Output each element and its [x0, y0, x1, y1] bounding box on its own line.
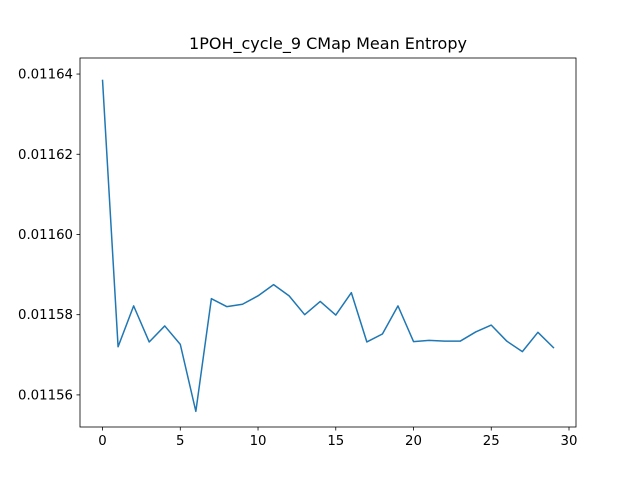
y-tick-label: 0.01156 [18, 388, 73, 403]
x-axis-ticks: 0 5 10 15 20 25 30 [98, 427, 577, 449]
series-line [101, 79, 555, 413]
chart-title: 1POH_cycle_9 CMap Mean Entropy [189, 34, 467, 54]
y-axis-ticks: 0.01156 0.01158 0.01160 0.01162 0.01164 [18, 68, 80, 403]
x-tick-label: 10 [250, 434, 267, 449]
y-tick-label: 0.01158 [18, 308, 73, 323]
plot-content [101, 79, 555, 413]
x-tick-label: 30 [561, 434, 578, 449]
plot-frame [79, 57, 577, 428]
x-tick-label: 15 [327, 434, 344, 449]
x-tick-label: 5 [176, 434, 184, 449]
y-tick-label: 0.01164 [18, 68, 73, 83]
x-tick-label: 0 [98, 434, 106, 449]
x-tick-label: 20 [405, 434, 422, 449]
y-tick-label: 0.01162 [18, 148, 73, 163]
y-tick-label: 0.01160 [18, 228, 73, 243]
x-tick-label: 25 [483, 434, 500, 449]
